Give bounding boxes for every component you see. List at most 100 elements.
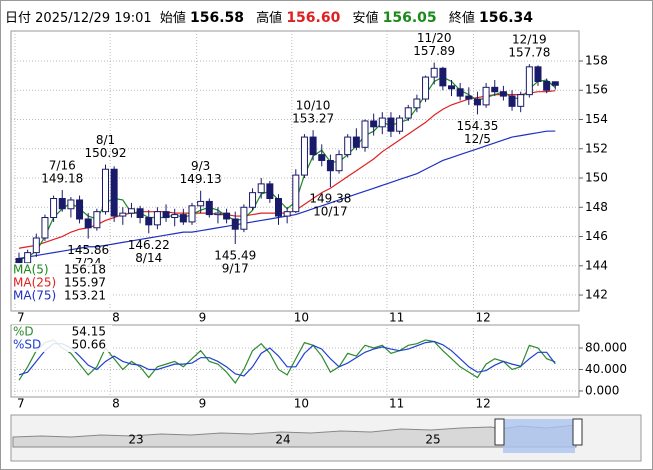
label: 高値 xyxy=(256,11,283,26)
candle-body xyxy=(249,192,257,208)
candle-body xyxy=(275,198,282,217)
x-tick-label: 12 xyxy=(475,397,490,411)
navigator-label: 23 xyxy=(128,433,143,447)
candle-body xyxy=(482,86,490,106)
annotation-value: 145.49 xyxy=(214,248,256,262)
candle-body xyxy=(370,120,378,128)
x-tick-label: 7 xyxy=(17,311,25,325)
candle-body xyxy=(171,214,179,219)
y-tick-label: 156 xyxy=(585,83,608,97)
annotation-value: 146.22 xyxy=(128,238,170,252)
x-tick-label: 9 xyxy=(199,397,207,411)
candle-body xyxy=(214,212,222,216)
candle-body xyxy=(205,200,213,216)
high-value: 156.60 xyxy=(286,10,341,26)
header: 日付 2025/12/29 19:01 始値 156.58 高値 156.60 … xyxy=(5,7,541,26)
x-tick-label: 11 xyxy=(389,311,404,325)
annotation-value: 157.89 xyxy=(413,44,455,58)
annotation-date: 10/10 xyxy=(296,99,331,113)
label: 終値 xyxy=(448,11,475,26)
legend-name: MA(75) xyxy=(13,289,56,303)
candle-body xyxy=(491,86,499,93)
candle-body xyxy=(422,76,430,100)
candle-body xyxy=(15,257,23,264)
candle-body xyxy=(84,218,92,229)
y-tick-label: 142 xyxy=(585,288,608,302)
candle-body xyxy=(24,252,32,264)
close-value: 156.34 xyxy=(478,10,533,26)
annotation-value: 150.92 xyxy=(85,146,127,160)
candle-body xyxy=(136,208,144,219)
y-tick-label: 0.000 xyxy=(585,383,619,397)
legend-value: 155.97 xyxy=(64,276,106,290)
y-tick-label: 146 xyxy=(585,229,608,243)
annotation-date: 9/3 xyxy=(191,159,210,173)
legend-name: MA(25) xyxy=(13,276,56,290)
candle-body xyxy=(127,208,135,214)
stoch-line xyxy=(18,340,556,377)
candle-body xyxy=(344,136,352,156)
navigator-handle[interactable] xyxy=(572,418,583,446)
x-tick-label: 8 xyxy=(112,311,120,325)
candle-body xyxy=(41,217,49,239)
candle-body xyxy=(361,120,369,148)
candle-body xyxy=(67,199,75,210)
y-tick-label: 154 xyxy=(585,112,608,126)
candle-body xyxy=(153,211,161,226)
y-tick-label: 80.000 xyxy=(585,340,627,354)
candle-body xyxy=(387,117,395,132)
candle-body xyxy=(119,212,127,217)
candle-body xyxy=(517,94,525,107)
candle-body xyxy=(145,217,153,226)
open-value: 156.58 xyxy=(189,10,245,26)
legend-value: 54.15 xyxy=(72,325,106,339)
candle-body xyxy=(240,206,248,230)
candle-body xyxy=(448,85,455,90)
annotation-value: 149.18 xyxy=(41,172,83,186)
candle-body xyxy=(300,136,308,176)
annotation-value: 149.13 xyxy=(180,172,222,186)
legend-name: %SD xyxy=(13,338,41,352)
candle-body xyxy=(58,198,66,210)
navigator-range[interactable] xyxy=(503,419,575,453)
candle-body xyxy=(223,212,231,220)
y-tick-label: 148 xyxy=(585,200,608,214)
navigator-label: 25 xyxy=(425,433,440,447)
candle-body xyxy=(179,214,187,223)
navigator-handle[interactable] xyxy=(494,418,505,446)
candle-body xyxy=(309,136,317,156)
legend-name: MA(5) xyxy=(13,263,49,277)
candle-body xyxy=(378,117,386,128)
y-tick-label: 158 xyxy=(585,53,608,67)
candle-body xyxy=(162,211,170,219)
legend-box xyxy=(12,325,112,352)
annotation-date: 12/19 xyxy=(512,33,547,47)
candle-body xyxy=(465,95,473,100)
y-tick-label: 152 xyxy=(585,141,608,155)
candle-body xyxy=(456,88,464,97)
annotation-date: 8/1 xyxy=(96,133,115,147)
x-tick-label: 10 xyxy=(294,397,309,411)
x-tick-label: 9 xyxy=(199,311,207,325)
legend-box xyxy=(12,263,112,303)
annotation-date: 10/17 xyxy=(313,205,348,219)
candle-body xyxy=(197,200,205,207)
candle-body xyxy=(335,154,343,172)
label: 始値 xyxy=(159,11,186,26)
candle-body xyxy=(93,211,101,229)
annotation-value: 153.27 xyxy=(292,112,334,126)
candle-body xyxy=(283,211,291,217)
x-tick-label: 12 xyxy=(475,311,490,325)
candle-body xyxy=(543,80,551,91)
candle-body xyxy=(404,107,412,119)
candle-body xyxy=(110,168,118,217)
x-tick-label: 11 xyxy=(389,397,404,411)
candle-body xyxy=(257,183,265,194)
candle-body xyxy=(396,117,404,132)
label: 日付 xyxy=(5,11,32,26)
navigator xyxy=(10,414,642,462)
datetime: 2025/12/29 19:01 xyxy=(35,11,152,26)
candle-body xyxy=(473,98,481,106)
candle-body xyxy=(413,98,421,109)
